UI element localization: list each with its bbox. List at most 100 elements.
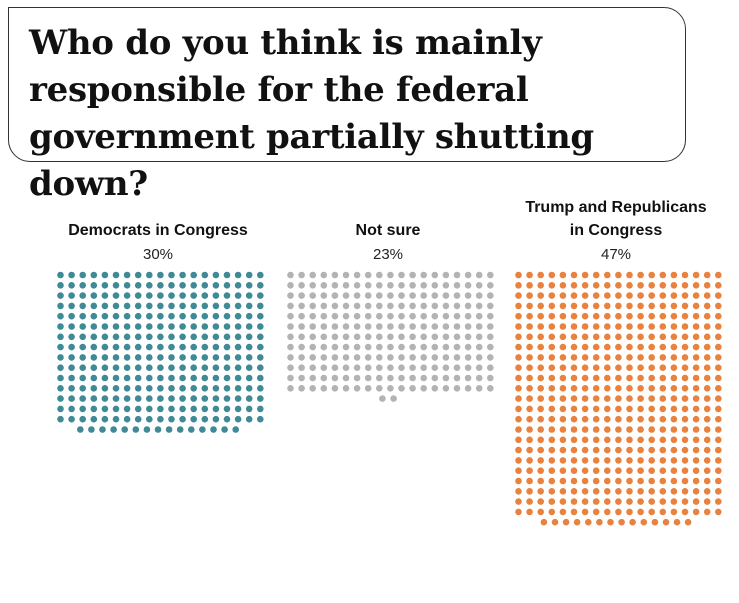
waffle-dot: [190, 343, 197, 351]
waffle-dot: [559, 374, 567, 382]
waffle-dot: [223, 292, 231, 299]
waffle-dot: [90, 292, 98, 299]
waffle-dot: [179, 415, 186, 423]
waffle-dot: [179, 323, 186, 330]
waffle-dot: [559, 354, 567, 361]
waffle-dot: [79, 374, 86, 382]
waffle-dot: [648, 282, 655, 289]
waffle-dot: [570, 446, 578, 454]
waffle-dot: [559, 436, 567, 444]
waffle-dot: [68, 395, 75, 402]
waffle-dot: [101, 364, 109, 372]
waffle-dot: [626, 415, 633, 423]
waffle-dot: [637, 446, 644, 454]
waffle-dot: [157, 312, 164, 320]
waffle-dot: [57, 302, 64, 310]
waffle-dot: [559, 282, 567, 289]
waffle-dot: [398, 374, 405, 382]
waffle-dot: [464, 271, 472, 279]
waffle-dot: [703, 457, 711, 464]
waffle-dot: [596, 518, 603, 526]
waffle-dot: [331, 323, 339, 330]
waffle-dot: [298, 354, 305, 361]
waffle-dot: [168, 385, 175, 392]
waffle-dot: [398, 323, 405, 330]
waffle-dot: [648, 488, 655, 495]
waffle-dot: [157, 292, 164, 299]
waffle-dot: [112, 282, 120, 289]
waffle-dot: [190, 302, 197, 310]
waffle-dot: [245, 323, 253, 330]
waffle-dot: [626, 364, 633, 372]
waffle-dot: [320, 302, 328, 310]
waffle-dot: [376, 323, 383, 330]
waffle-dot: [464, 374, 472, 382]
waffle-dot: [548, 343, 556, 351]
waffle-dot: [453, 312, 461, 320]
waffle-dot: [615, 395, 622, 402]
waffle-dot: [681, 457, 689, 464]
waffle-dot: [376, 385, 383, 392]
waffle-dot: [420, 292, 428, 299]
waffle-dot: [190, 292, 197, 299]
waffle-dot: [692, 292, 700, 299]
waffle-dot: [681, 395, 689, 402]
category-label-democrats-in-congress: Democrats in Congress: [68, 222, 248, 239]
waffle-dot: [90, 385, 98, 392]
waffle-dot: [464, 354, 472, 361]
waffle-dot: [670, 395, 678, 402]
waffle-dot: [101, 333, 109, 341]
waffle-dot: [626, 477, 633, 485]
waffle-dot: [57, 323, 64, 330]
waffle-dot: [68, 364, 75, 372]
waffle-dot: [615, 426, 622, 433]
waffle-dot: [101, 282, 109, 289]
waffle-dot: [548, 364, 556, 372]
waffle-dot: [526, 457, 533, 464]
waffle-dot: [659, 302, 667, 310]
waffle-dot: [57, 333, 64, 341]
waffle-dot: [585, 518, 592, 526]
waffle-dot: [112, 323, 120, 330]
waffle-dot: [101, 323, 109, 330]
waffle-dot: [157, 302, 164, 310]
waffle-dot: [101, 343, 109, 351]
waffle-dot: [703, 426, 711, 433]
waffle-dot: [442, 282, 450, 289]
waffle-dot: [134, 364, 142, 372]
waffle-dot: [637, 498, 644, 505]
waffle-dot: [157, 333, 164, 341]
waffle-dot: [123, 405, 131, 413]
waffle-dot: [548, 333, 556, 341]
waffle-dot: [212, 405, 220, 413]
waffle-dot: [673, 518, 681, 526]
waffle-dot: [570, 405, 578, 413]
waffle-dot: [548, 354, 556, 361]
waffle-dot: [453, 354, 461, 361]
waffle-dot: [515, 302, 522, 310]
waffle-dot: [648, 405, 655, 413]
waffle-dot: [592, 457, 600, 464]
waffle-dot: [559, 426, 567, 433]
waffle-dot: [353, 271, 361, 279]
waffle-dot: [659, 477, 667, 485]
waffle-dot: [353, 343, 361, 351]
waffle-dot: [201, 333, 209, 341]
waffle-dot: [168, 282, 175, 289]
waffle-dot: [670, 312, 678, 320]
waffle-dot: [626, 354, 633, 361]
waffle-dot: [453, 292, 461, 299]
waffle-dot: [364, 271, 372, 279]
waffle-dot: [245, 385, 253, 392]
waffle-dot: [190, 312, 197, 320]
waffle-dot: [90, 415, 98, 423]
waffle-dot: [692, 477, 700, 485]
waffle-dot: [409, 302, 416, 310]
waffle-dot: [659, 312, 667, 320]
waffle-dot: [659, 395, 667, 402]
waffle-dot: [201, 395, 209, 402]
waffle-dot: [353, 323, 361, 330]
waffle-dot: [420, 323, 428, 330]
waffle-dot: [320, 323, 328, 330]
waffle-dot: [442, 364, 450, 372]
